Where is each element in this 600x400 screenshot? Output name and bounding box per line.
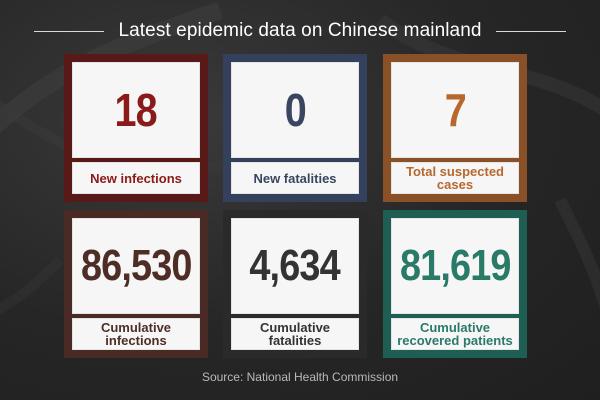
stat-card-cumulative-recovered: 81,619 Cumulative recovered patients: [383, 210, 527, 358]
stat-label: New fatalities: [253, 170, 337, 186]
stat-value-box: 86,530: [72, 218, 200, 314]
stat-label-box: Cumulative recovered patients: [391, 318, 519, 350]
stat-value: 86,530: [80, 241, 192, 290]
stat-value: 4,634: [249, 241, 341, 290]
stat-value-box: 7: [391, 62, 519, 158]
stat-label-box: New fatalities: [231, 162, 359, 194]
source-note: Source: National Health Commission: [201, 370, 399, 384]
stat-label-box: New infections: [72, 162, 200, 194]
stat-label: Total suspected cases: [405, 164, 504, 192]
header-rule-left: [34, 30, 105, 32]
page-title: Latest epidemic data on Chinese mainland: [118, 20, 482, 41]
stat-value-box: 18: [72, 62, 200, 158]
stat-value-box: 0: [231, 62, 359, 158]
stat-card-total-suspected: 7 Total suspected cases: [383, 54, 527, 202]
stat-label-box: Total suspected cases: [391, 162, 519, 194]
stat-value: 7: [444, 84, 466, 136]
stat-label: Cumulative fatalities: [259, 320, 331, 348]
header: Latest epidemic data on Chinese mainland: [0, 16, 600, 46]
stat-value: 18: [114, 84, 158, 136]
stat-label: Cumulative recovered patients: [397, 320, 513, 348]
stat-label-box: Cumulative infections: [72, 318, 200, 350]
stat-label: New infections: [90, 170, 182, 186]
stat-card-cumulative-fatalities: 4,634 Cumulative fatalities: [223, 210, 367, 358]
stat-card-new-fatalities: 0 New fatalities: [223, 54, 367, 202]
stat-value-box: 81,619: [391, 218, 519, 314]
stat-label-box: Cumulative fatalities: [231, 318, 359, 350]
stat-label: Cumulative infections: [100, 320, 172, 348]
stat-value: 81,619: [399, 241, 511, 290]
header-rule-right: [495, 30, 566, 32]
stat-card-cumulative-infections: 86,530 Cumulative infections: [64, 210, 208, 358]
stat-card-new-infections: 18 New infections: [64, 54, 208, 202]
stat-value: 0: [284, 84, 306, 136]
stat-value-box: 4,634: [231, 218, 359, 314]
